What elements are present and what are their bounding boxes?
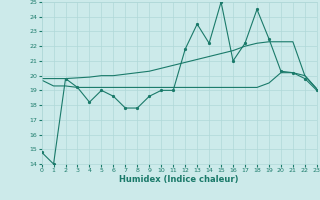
X-axis label: Humidex (Indice chaleur): Humidex (Indice chaleur): [119, 175, 239, 184]
